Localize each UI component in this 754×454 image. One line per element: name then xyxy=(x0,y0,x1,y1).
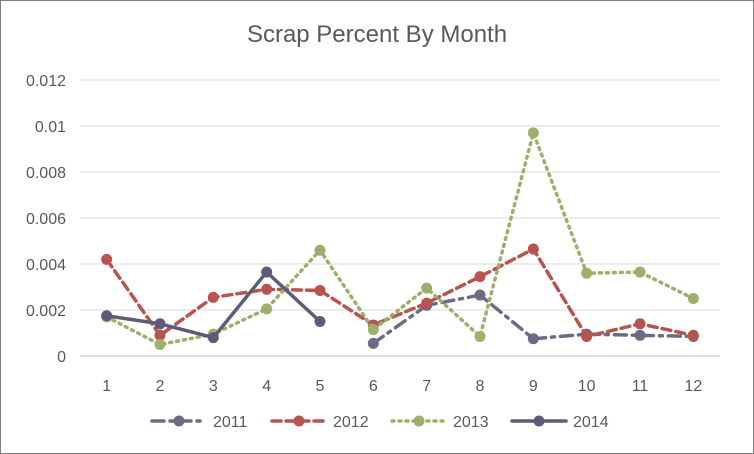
data-point xyxy=(634,318,646,330)
data-point xyxy=(154,329,166,341)
legend-marker xyxy=(533,415,545,427)
data-point xyxy=(527,243,539,255)
data-point xyxy=(474,289,486,301)
legend-marker xyxy=(413,415,425,427)
data-point xyxy=(207,291,219,303)
legend-marker xyxy=(173,415,185,427)
data-point xyxy=(261,283,273,295)
data-point xyxy=(367,324,379,336)
legend: 2011 2012 2013 2014 xyxy=(150,414,609,431)
x-tick-label: 6 xyxy=(369,378,378,395)
y-tick-label: 0.004 xyxy=(26,257,66,274)
data-point xyxy=(527,333,539,345)
x-tick-label: 10 xyxy=(578,378,596,395)
data-point xyxy=(101,310,113,322)
y-tick-label: 0.002 xyxy=(26,303,66,320)
data-point xyxy=(207,332,219,344)
data-point xyxy=(634,266,646,278)
data-point xyxy=(261,303,273,315)
series-group xyxy=(101,127,699,350)
data-point xyxy=(367,337,379,349)
data-point xyxy=(687,293,699,304)
x-tick-label: 9 xyxy=(529,378,538,395)
y-axis-ticks: 0 0.002 0.004 0.006 0.008 0.01 0.012 xyxy=(26,73,66,366)
x-tick-label: 4 xyxy=(262,378,271,395)
data-point xyxy=(154,318,166,330)
legend-item-2014: 2014 xyxy=(510,414,609,431)
data-point xyxy=(314,244,326,256)
legend-label: 2014 xyxy=(573,414,609,431)
y-tick-label: 0.006 xyxy=(26,211,66,228)
x-tick-label: 2 xyxy=(156,378,165,395)
x-tick-label: 12 xyxy=(684,378,702,395)
legend-item-2013: 2013 xyxy=(390,414,489,431)
x-tick-label: 11 xyxy=(632,378,649,395)
legend-item-2011: 2011 xyxy=(150,414,248,431)
legend-item-2012: 2012 xyxy=(270,414,369,431)
series-2013 xyxy=(101,127,699,350)
y-tick-label: 0 xyxy=(57,349,66,366)
data-point xyxy=(474,330,486,342)
legend-label: 2012 xyxy=(333,414,369,431)
data-point xyxy=(421,282,433,294)
data-point xyxy=(421,297,433,309)
gridlines xyxy=(80,79,720,357)
chart-title: Scrap Percent By Month xyxy=(246,21,508,48)
data-point xyxy=(527,127,539,139)
x-tick-label: 3 xyxy=(209,378,218,395)
data-point xyxy=(314,316,326,327)
data-point xyxy=(101,253,113,265)
y-tick-label: 0.012 xyxy=(26,73,66,90)
data-point xyxy=(314,284,326,296)
data-point xyxy=(687,329,699,341)
x-tick-label: 5 xyxy=(316,378,325,395)
x-tick-label: 1 xyxy=(102,378,111,395)
series-2011 xyxy=(367,289,699,349)
legend-marker xyxy=(293,415,305,427)
x-axis-ticks: 1 2 3 4 5 6 7 8 9 10 11 12 xyxy=(102,378,702,395)
series-2014 xyxy=(101,266,326,344)
series-2012 xyxy=(101,243,699,342)
data-point xyxy=(581,267,593,279)
data-point xyxy=(474,271,486,283)
y-tick-label: 0.008 xyxy=(26,165,66,182)
x-tick-label: 8 xyxy=(476,378,485,395)
data-point xyxy=(634,329,646,341)
data-point xyxy=(261,266,273,278)
y-tick-label: 0.01 xyxy=(35,119,66,136)
legend-label: 2013 xyxy=(453,414,489,431)
x-tick-label: 7 xyxy=(422,378,431,395)
series-line xyxy=(104,247,696,339)
data-point xyxy=(581,330,593,342)
legend-label: 2011 xyxy=(213,414,248,431)
data-point xyxy=(154,339,166,350)
